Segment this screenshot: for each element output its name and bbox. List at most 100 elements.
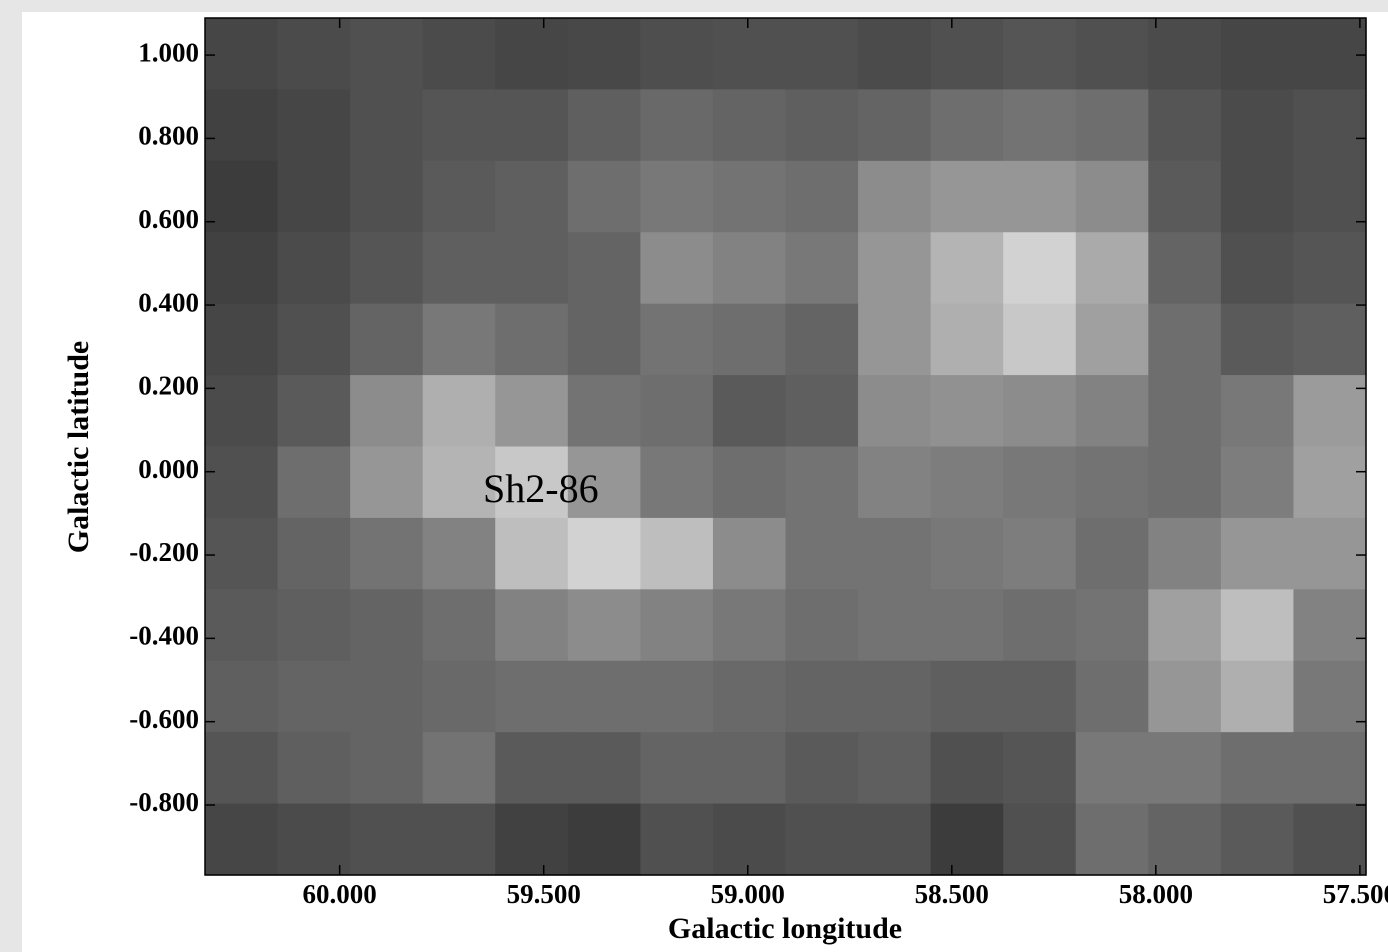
cell xyxy=(786,18,859,90)
cell xyxy=(1148,804,1221,876)
cell xyxy=(205,304,278,376)
cell xyxy=(1076,304,1149,376)
cell xyxy=(786,732,859,804)
cell xyxy=(350,447,423,519)
cell xyxy=(1076,661,1149,733)
cell xyxy=(568,589,641,661)
cell xyxy=(1148,375,1221,447)
cell xyxy=(931,732,1004,804)
cell xyxy=(858,161,931,233)
cell xyxy=(1221,447,1294,519)
cell xyxy=(278,732,351,804)
cell xyxy=(713,304,786,376)
cell xyxy=(278,518,351,590)
cell xyxy=(931,589,1004,661)
cell xyxy=(1148,447,1221,519)
x-tick-label: 60.000 xyxy=(303,879,377,909)
y-tick-label: 0.600 xyxy=(138,204,199,234)
cell xyxy=(786,232,859,304)
x-tick-label: 57.500 xyxy=(1323,879,1388,909)
cell xyxy=(1148,732,1221,804)
page: 60.00059.50059.00058.50058.00057.5001.00… xyxy=(0,0,1388,952)
cell xyxy=(858,18,931,90)
cell xyxy=(423,18,496,90)
cell xyxy=(1293,304,1366,376)
cell xyxy=(1148,661,1221,733)
cell xyxy=(1076,518,1149,590)
cell xyxy=(205,804,278,876)
cell xyxy=(713,518,786,590)
y-tick-label: -0.200 xyxy=(129,537,199,567)
cell xyxy=(1003,161,1076,233)
cell xyxy=(931,661,1004,733)
cell xyxy=(1293,804,1366,876)
cell xyxy=(495,661,568,733)
cell xyxy=(713,447,786,519)
cell xyxy=(1003,89,1076,161)
cell xyxy=(1003,661,1076,733)
cell xyxy=(1076,375,1149,447)
cell xyxy=(858,804,931,876)
cell xyxy=(1293,161,1366,233)
cell xyxy=(786,589,859,661)
cell xyxy=(1293,518,1366,590)
cell xyxy=(786,447,859,519)
y-tick-label: -0.400 xyxy=(129,621,199,651)
cell xyxy=(1003,232,1076,304)
cell xyxy=(1221,18,1294,90)
cell xyxy=(858,304,931,376)
cell xyxy=(640,804,713,876)
cell xyxy=(205,447,278,519)
cell xyxy=(1293,232,1366,304)
cell xyxy=(931,161,1004,233)
cell xyxy=(495,89,568,161)
cell xyxy=(495,518,568,590)
cell xyxy=(713,661,786,733)
cell xyxy=(568,89,641,161)
cell xyxy=(1293,89,1366,161)
cell xyxy=(1221,589,1294,661)
cell xyxy=(1148,89,1221,161)
cell xyxy=(278,304,351,376)
cell xyxy=(713,18,786,90)
cell xyxy=(568,518,641,590)
cell xyxy=(350,661,423,733)
cell xyxy=(640,518,713,590)
cell xyxy=(495,732,568,804)
cell xyxy=(1293,589,1366,661)
cell xyxy=(495,375,568,447)
cell xyxy=(278,661,351,733)
cell xyxy=(350,18,423,90)
cell xyxy=(1221,89,1294,161)
cell xyxy=(278,375,351,447)
cell xyxy=(423,232,496,304)
cell xyxy=(278,18,351,90)
cell xyxy=(931,447,1004,519)
cell xyxy=(786,375,859,447)
cell xyxy=(1221,304,1294,376)
cell xyxy=(786,304,859,376)
cell xyxy=(640,447,713,519)
cell xyxy=(495,589,568,661)
cell xyxy=(350,804,423,876)
cell xyxy=(350,89,423,161)
cell xyxy=(205,732,278,804)
x-tick-label: 58.000 xyxy=(1119,879,1193,909)
cell xyxy=(1076,589,1149,661)
cell xyxy=(1148,518,1221,590)
cell xyxy=(858,232,931,304)
cell xyxy=(858,447,931,519)
cell xyxy=(205,89,278,161)
cell xyxy=(568,804,641,876)
cell xyxy=(1221,232,1294,304)
cell xyxy=(1221,661,1294,733)
cell xyxy=(1293,447,1366,519)
cell xyxy=(495,804,568,876)
cell xyxy=(1221,161,1294,233)
cell xyxy=(350,589,423,661)
cell xyxy=(205,375,278,447)
cell xyxy=(640,589,713,661)
cell xyxy=(1148,589,1221,661)
cell xyxy=(1293,375,1366,447)
cell xyxy=(495,161,568,233)
